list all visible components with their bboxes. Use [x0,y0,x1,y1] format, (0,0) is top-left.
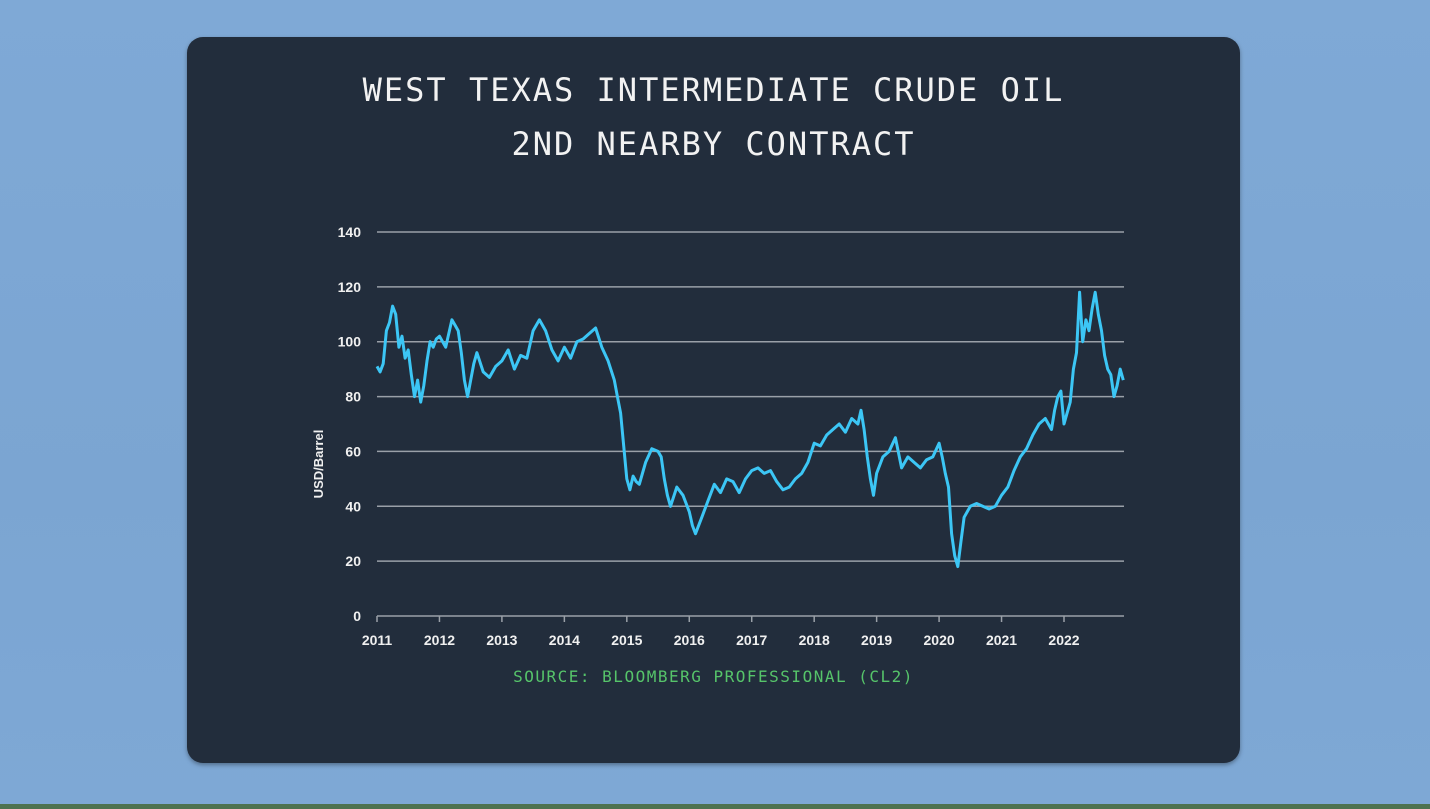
chart-card: WEST TEXAS INTERMEDIATE CRUDE OIL 2ND NE… [187,37,1240,763]
y-tick-label: 80 [345,389,361,405]
y-tick-label: 140 [338,224,362,240]
chart-title-line-1: WEST TEXAS INTERMEDIATE CRUDE OIL [362,71,1065,109]
x-tick-label: 2019 [861,632,892,648]
x-tick-label: 2018 [799,632,830,648]
x-tick-label: 2013 [486,632,517,648]
x-tick-label: 2011 [362,632,393,648]
y-axis-title: USD/Barrel [311,430,326,499]
source-note: SOURCE: BLOOMBERG PROFESSIONAL (CL2) [513,667,914,686]
x-tick-label: 2017 [736,632,767,648]
x-tick-label: 2014 [549,632,580,648]
x-tick-label: 2021 [986,632,1017,648]
gridlines [377,231,1124,617]
y-tick-label: 120 [338,279,362,295]
y-tick-label: 60 [345,443,361,459]
wti-price-line [375,290,1125,569]
y-tick-label: 0 [353,608,361,624]
chart-title-line-2: 2ND NEARBY CONTRACT [511,125,916,163]
y-axis-ticks: 0 20 40 60 80 100 120 140 [338,224,362,624]
x-axis: 2011 2012 2013 2014 2015 2016 2017 2018 2019 2020… [362,616,1080,648]
x-tick-label: 2022 [1048,632,1079,648]
x-tick-label: 2020 [924,632,955,648]
x-tick-label: 2016 [674,632,705,648]
y-tick-label: 100 [338,334,362,350]
bottom-strip [0,804,1430,809]
x-tick-label: 2015 [611,632,642,648]
x-tick-label: 2012 [424,632,455,648]
y-tick-label: 40 [345,498,361,514]
y-tick-label: 20 [345,553,361,569]
